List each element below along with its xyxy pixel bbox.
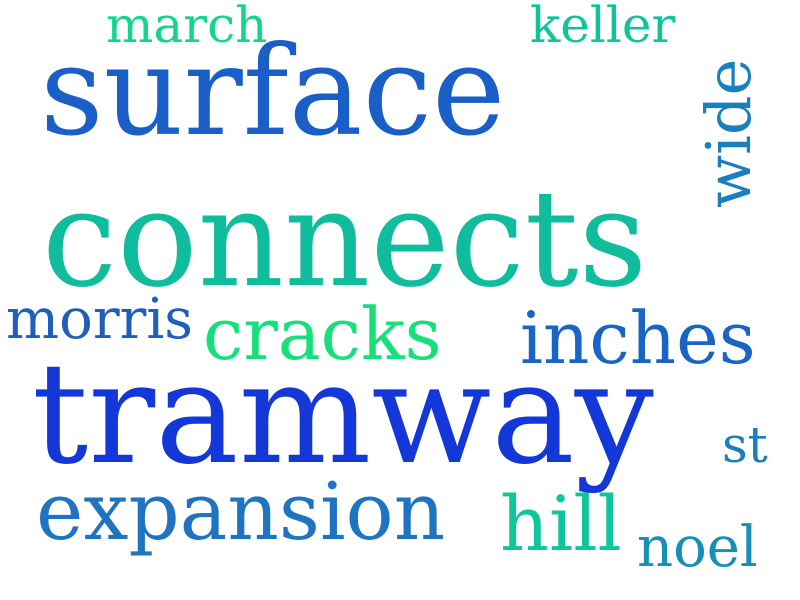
word-noel: noel	[637, 515, 758, 580]
word-cracks: cracks	[203, 292, 442, 376]
word-march: march	[106, 0, 268, 54]
word-hill: hill	[500, 479, 622, 568]
word-connects: connects	[42, 161, 648, 317]
word-wide: wide	[692, 58, 765, 208]
word-st: st	[722, 416, 768, 474]
word-surface: surface	[40, 20, 506, 164]
word-expansion: expansion	[36, 465, 446, 558]
word-inches: inches	[520, 296, 756, 380]
word-morris: morris	[6, 287, 194, 352]
word-tramway: tramway	[32, 333, 654, 496]
word-keller: keller	[530, 0, 676, 54]
